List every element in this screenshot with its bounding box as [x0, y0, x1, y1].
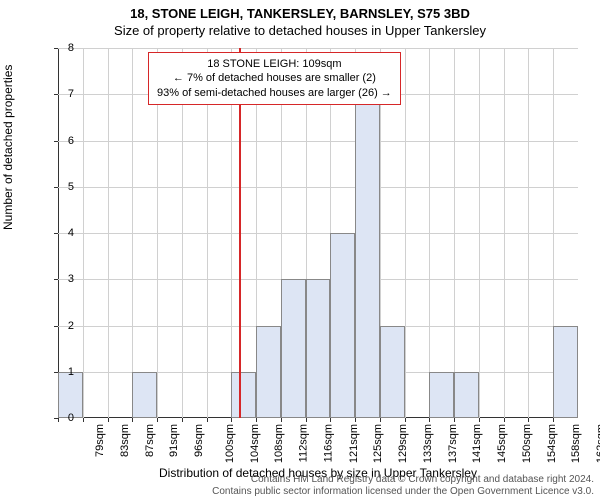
histogram-bar	[380, 326, 405, 419]
gridline-v	[504, 48, 505, 418]
x-tick	[405, 418, 406, 422]
footer-line2: Contains public sector information licen…	[212, 486, 594, 498]
x-tick	[207, 418, 208, 422]
gridline-v	[132, 48, 133, 418]
gridline-v	[108, 48, 109, 418]
gridline-v	[528, 48, 529, 418]
y-tick-label: 7	[68, 88, 74, 100]
x-tick-label: 108sqm	[273, 424, 285, 463]
footer-attribution: Contains HM Land Registry data © Crown c…	[212, 474, 594, 498]
histogram-bar	[330, 233, 355, 418]
x-tick	[306, 418, 307, 422]
y-tick-label: 1	[68, 366, 74, 378]
histogram-bar	[132, 372, 157, 418]
histogram-bar	[355, 94, 380, 418]
y-tick	[54, 187, 58, 188]
plot-area: 18 STONE LEIGH: 109sqm ← 7% of detached …	[58, 48, 578, 418]
x-tick	[256, 418, 257, 422]
x-tick-label: 162sqm	[595, 424, 600, 463]
x-tick-label: 87sqm	[144, 424, 156, 457]
x-tick-label: 125sqm	[373, 424, 385, 463]
x-tick	[330, 418, 331, 422]
x-tick	[231, 418, 232, 422]
x-tick	[553, 418, 554, 422]
x-tick-label: 154sqm	[546, 424, 558, 463]
y-tick-label: 3	[68, 273, 74, 285]
y-tick-label: 8	[68, 42, 74, 54]
histogram-bar	[429, 372, 454, 418]
x-tick-label: 116sqm	[322, 424, 334, 462]
y-tick	[54, 48, 58, 49]
y-tick	[54, 94, 58, 95]
x-tick-label: 104sqm	[249, 424, 261, 463]
x-tick-label: 141sqm	[472, 424, 484, 463]
gridline-v	[454, 48, 455, 418]
y-tick	[54, 279, 58, 280]
x-tick-label: 145sqm	[496, 424, 508, 463]
histogram-bar	[231, 372, 256, 418]
annotation-line2: ← 7% of detached houses are smaller (2)	[157, 71, 392, 85]
x-tick-label: 96sqm	[193, 424, 205, 457]
gridline-v	[83, 48, 84, 418]
y-tick	[54, 141, 58, 142]
x-tick-label: 129sqm	[397, 424, 409, 463]
x-tick	[528, 418, 529, 422]
x-tick	[355, 418, 356, 422]
x-tick	[504, 418, 505, 422]
x-tick	[108, 418, 109, 422]
chart-title-line1: 18, STONE LEIGH, TANKERSLEY, BARNSLEY, S…	[0, 0, 600, 21]
x-tick	[429, 418, 430, 422]
gridline-h	[58, 187, 578, 188]
x-tick	[157, 418, 158, 422]
x-tick-label: 150sqm	[521, 424, 533, 463]
x-tick	[380, 418, 381, 422]
annotation-line3: 93% of semi-detached houses are larger (…	[157, 86, 392, 100]
gridline-h	[58, 233, 578, 234]
y-tick-label: 4	[68, 227, 74, 239]
x-tick-label: 100sqm	[224, 424, 236, 463]
annotation-line1: 18 STONE LEIGH: 109sqm	[157, 57, 392, 71]
y-tick	[54, 326, 58, 327]
chart-title-line2: Size of property relative to detached ho…	[0, 21, 600, 38]
footer-line1: Contains HM Land Registry data © Crown c…	[212, 474, 594, 486]
histogram-bar	[454, 372, 479, 418]
y-tick-label: 2	[68, 320, 74, 332]
x-tick-label: 83sqm	[119, 424, 131, 457]
y-tick-label: 5	[68, 181, 74, 193]
chart-container: 18, STONE LEIGH, TANKERSLEY, BARNSLEY, S…	[0, 0, 600, 500]
gridline-v	[479, 48, 480, 418]
x-tick-label: 91sqm	[168, 424, 180, 457]
x-tick-label: 158sqm	[571, 424, 583, 463]
x-tick	[58, 418, 59, 422]
histogram-bar	[256, 326, 281, 419]
reference-annotation-box: 18 STONE LEIGH: 109sqm ← 7% of detached …	[148, 52, 401, 105]
y-tick-label: 0	[68, 412, 74, 424]
y-axis-label: Number of detached properties	[1, 65, 15, 230]
gridline-v	[429, 48, 430, 418]
x-tick	[132, 418, 133, 422]
y-tick	[54, 233, 58, 234]
y-tick-label: 6	[68, 135, 74, 147]
histogram-bar	[306, 279, 331, 418]
x-tick	[182, 418, 183, 422]
gridline-h	[58, 48, 578, 49]
x-tick-label: 79sqm	[94, 424, 106, 457]
x-tick-label: 137sqm	[447, 424, 459, 463]
x-tick	[281, 418, 282, 422]
gridline-v	[405, 48, 406, 418]
x-tick	[479, 418, 480, 422]
histogram-bar	[553, 326, 578, 419]
histogram-bar	[281, 279, 306, 418]
x-tick	[454, 418, 455, 422]
x-tick-label: 121sqm	[348, 424, 360, 463]
x-tick-label: 112sqm	[297, 424, 309, 462]
x-tick-label: 133sqm	[422, 424, 434, 463]
gridline-h	[58, 141, 578, 142]
x-tick	[83, 418, 84, 422]
